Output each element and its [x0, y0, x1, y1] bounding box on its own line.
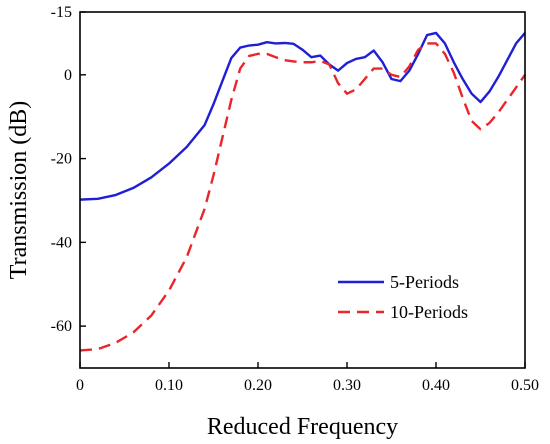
y-tick-label: -60 [51, 318, 72, 335]
x-tick-label: 0.50 [511, 377, 539, 394]
x-tick-label: 0.40 [422, 377, 450, 394]
x-axis-label: Reduced Frequency [207, 414, 398, 440]
y-axis-label: Transmission (dB) [6, 101, 32, 279]
series-layer [79, 31, 526, 352]
y-tick-label: -15 [51, 4, 72, 21]
legend-label: 5-Periods [390, 272, 459, 292]
y-tick-label: -20 [51, 151, 72, 168]
legend: 5-Periods 10-Periods [338, 272, 468, 322]
series-line-2 [79, 42, 526, 352]
x-tick-label: 0.20 [244, 377, 272, 394]
ticks-layer: 0 0.10 0.20 0.30 0.40 0.50 -15 0 -20 -40 -60 [51, 4, 539, 394]
x-tick-label: 0 [76, 377, 84, 394]
y-tick-label: 0 [64, 67, 72, 84]
x-tick-label: 0.30 [333, 377, 361, 394]
plot-frame [79, 11, 526, 369]
legend-label: 10-Periods [390, 302, 468, 322]
series-line-1 [79, 31, 526, 201]
x-tick-label: 0.10 [155, 377, 183, 394]
y-tick-label: -40 [51, 234, 72, 251]
